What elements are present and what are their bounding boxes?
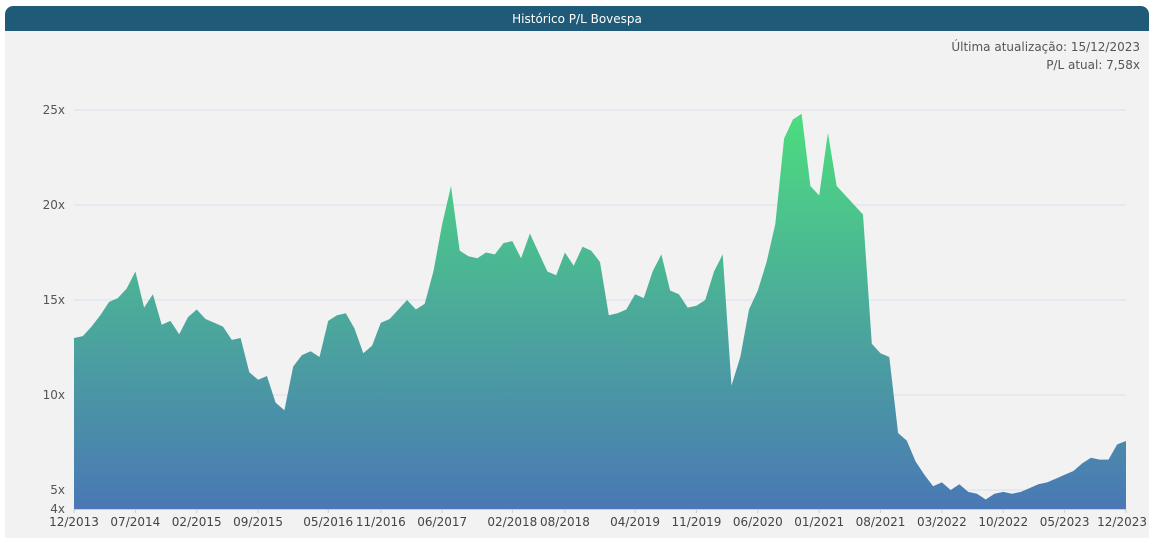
current-pl-text: P/L atual: 7,58x bbox=[1046, 58, 1140, 72]
x-tick-label: 02/2015 bbox=[172, 515, 222, 529]
x-tick-label: 06/2017 bbox=[417, 515, 467, 529]
x-tick-label: 12/2023 bbox=[1097, 515, 1147, 529]
x-tick-label: 08/2018 bbox=[540, 515, 590, 529]
x-tick-label: 05/2016 bbox=[303, 515, 353, 529]
panel-title: Histórico P/L Bovespa bbox=[512, 11, 642, 26]
y-tick-label: 5x bbox=[50, 483, 65, 497]
y-tick-label: 15x bbox=[43, 293, 65, 307]
x-axis-ticks: 12/2013 07/2014 02/2015 09/2015 05/2016 11/20… bbox=[49, 509, 1147, 529]
x-tick-label: 06/2020 bbox=[733, 515, 783, 529]
info-box: Última atualização: 15/12/2023 P/L atual… bbox=[951, 38, 1140, 74]
x-tick-label: 05/2023 bbox=[1040, 515, 1090, 529]
series-area bbox=[74, 113, 1126, 510]
x-tick-label: 12/2013 bbox=[49, 515, 99, 529]
x-tick-label: 11/2019 bbox=[672, 515, 722, 529]
y-axis-ticks: 4x 5x 10x 15x 20x 25x bbox=[43, 103, 65, 516]
panel-header: Histórico P/L Bovespa bbox=[5, 6, 1149, 31]
x-tick-label: 09/2015 bbox=[233, 515, 283, 529]
y-tick-label: 25x bbox=[43, 103, 65, 117]
x-tick-label: 08/2021 bbox=[856, 515, 906, 529]
y-tick-label: 4x bbox=[50, 502, 65, 516]
y-tick-label: 20x bbox=[43, 198, 65, 212]
x-tick-label: 07/2014 bbox=[110, 515, 160, 529]
last-update-text: Última atualização: 15/12/2023 bbox=[951, 40, 1140, 54]
x-tick-label: 11/2016 bbox=[356, 515, 406, 529]
y-tick-label: 10x bbox=[43, 388, 65, 402]
x-tick-label: 10/2022 bbox=[978, 515, 1028, 529]
x-tick-label: 01/2021 bbox=[794, 515, 844, 529]
x-tick-label: 03/2022 bbox=[917, 515, 967, 529]
x-tick-label: 02/2018 bbox=[487, 515, 537, 529]
x-tick-label: 04/2019 bbox=[610, 515, 660, 529]
